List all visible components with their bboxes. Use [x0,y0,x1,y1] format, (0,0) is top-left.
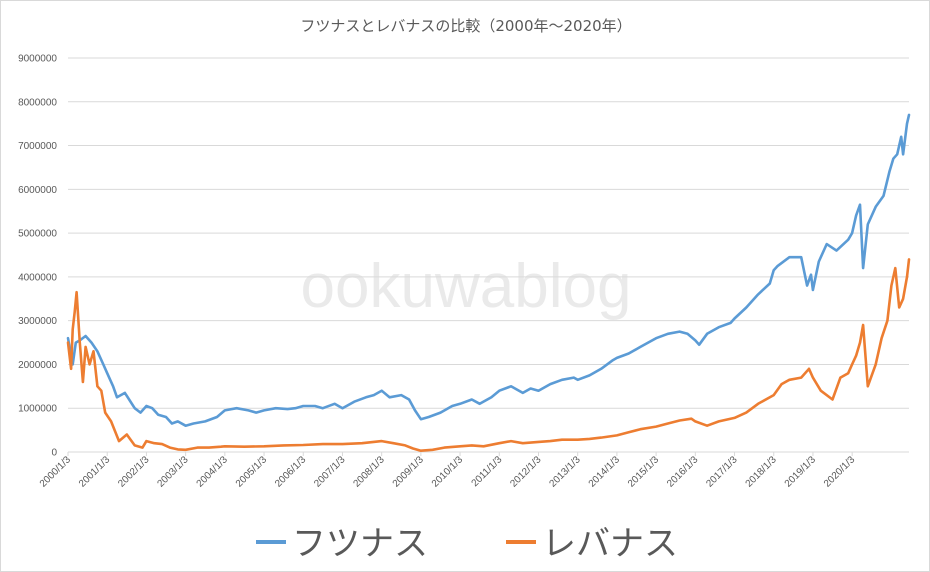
x-tick-label: 2001/1/3 [77,454,113,490]
x-tick-label: 2019/1/3 [783,454,819,490]
x-tick-label: 2003/1/3 [155,454,191,490]
x-tick-label: 2002/1/3 [116,454,152,490]
y-tick-label: 8000000 [18,97,57,108]
chart-title: フツナスとレバナスの比較（2000年～2020年） [300,17,631,35]
legend-label-futsunasu: フツナス [292,524,428,564]
legend-item-rebanasu: レバナス [506,524,678,564]
x-tick-label: 2015/1/3 [626,454,662,490]
y-tick-label: 3000000 [18,316,57,327]
watermark-text: ookuwablog [301,252,632,321]
x-tick-label: 2011/1/3 [470,454,505,489]
x-tick-label: 2004/1/3 [195,454,231,490]
x-tick-label: 2014/1/3 [587,454,623,490]
y-tick-label: 7000000 [18,141,57,152]
legend-label-rebanasu: レバナス [542,524,678,564]
x-tick-label: 2007/1/3 [312,454,348,490]
y-tick-label: 1000000 [18,404,57,415]
x-tick-label: 2008/1/3 [351,454,387,490]
y-tick-label: 2000000 [18,360,57,371]
y-tick-label: 9000000 [18,54,57,65]
series-line-futsunasu [66,113,911,428]
x-tick-label: 2012/1/3 [508,454,544,490]
y-tick-label: 5000000 [18,229,57,240]
x-tick-label: 2013/1/3 [548,454,584,490]
x-tick-label: 2017/1/3 [704,454,740,490]
gridlines [68,57,909,409]
y-tick-label: 4000000 [18,272,57,283]
x-tick-label: 2009/1/3 [391,454,427,490]
x-tick-label: 2010/1/3 [430,454,466,490]
x-tick-label: 2000/1/3 [38,454,74,490]
x-tick-label: 2020/1/3 [822,454,858,490]
x-tick-label: 2016/1/3 [665,454,701,490]
y-tick-label: 6000000 [18,185,57,196]
series-lines [66,113,911,453]
y-axis-tick-labels: 0 1000000 2000000 3000000 4000000 5000000 6000… [18,54,57,459]
x-axis-tick-labels: 2000/1/3 2001/1/3 2002/1/3 2003/1/3 2004/1/3… [38,452,858,490]
x-tick-label: 2018/1/3 [744,454,780,490]
legend-item-futsunasu: フツナス [256,524,428,564]
y-tick-label: 0 [51,448,57,459]
legend: フツナス レバナス [256,524,678,564]
x-tick-label: 2006/1/3 [273,454,309,490]
series-line-rebanasu [66,258,911,453]
x-tick-label: 2005/1/3 [234,454,270,490]
